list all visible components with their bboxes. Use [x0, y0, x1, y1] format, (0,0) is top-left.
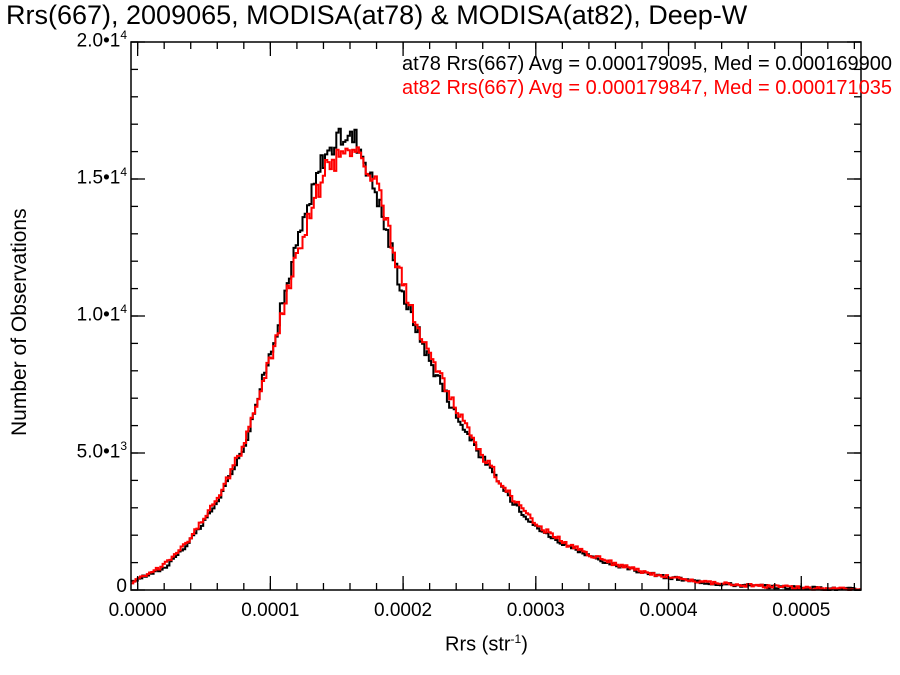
series-layer — [131, 127, 861, 591]
legend-entry-at82: at82 Rrs(667) Avg = 0.000179847, Med = 0… — [401, 77, 892, 99]
x-tick-label: 0.0000 — [108, 600, 167, 621]
x-tick-label: 0.0002 — [374, 600, 433, 621]
y-axis-label: Number of Observations — [8, 208, 31, 436]
chart-title: Rrs(667), 2009065, MODISA(at78) & MODISA… — [6, 0, 748, 30]
y-tick-exponent: 4 — [120, 302, 127, 316]
series-line-at78 — [131, 127, 861, 591]
x-tick-label: 0.0003 — [506, 600, 565, 621]
legend-entry-at78: at78 Rrs(667) Avg = 0.000179095, Med = 0… — [401, 53, 892, 75]
y-tick-label: 0 — [116, 576, 127, 598]
y-tick-label: 1.5•14 — [77, 165, 127, 189]
y-tick-mantissa: 1.0•1 — [76, 304, 121, 326]
y-tick-mantissa: 1.5•1 — [76, 167, 121, 189]
tick-layer — [131, 41, 861, 591]
y-tick-exponent: 4 — [120, 28, 127, 42]
y-tick-mantissa: 5.0•1 — [76, 441, 121, 463]
x-tick-label: 0.0001 — [241, 600, 300, 621]
y-tick-mantissa: 2.0•1 — [76, 30, 121, 52]
x-axis-label: Rrs (str-1) — [445, 632, 528, 657]
series-line-at82 — [131, 146, 861, 591]
x-tick-label: 0.0004 — [639, 600, 698, 621]
y-tick-label: 5.0•13 — [77, 439, 127, 463]
x-tick-label: 0.0005 — [772, 600, 831, 621]
x-axis-label-text: Rrs (str — [445, 633, 511, 656]
y-tick-label: 1.0•14 — [77, 302, 127, 326]
y-tick-exponent: 4 — [120, 165, 127, 179]
plot-frame — [130, 41, 862, 591]
legend: at78 Rrs(667) Avg = 0.000179095, Med = 0… — [402, 52, 892, 100]
y-tick-mantissa: 0 — [116, 576, 127, 597]
y-tick-label: 2.0•14 — [77, 28, 127, 52]
x-axis-label-suffix: ) — [521, 633, 528, 656]
y-tick-exponent: 3 — [120, 439, 127, 453]
x-axis-label-superscript: -1 — [510, 632, 522, 646]
